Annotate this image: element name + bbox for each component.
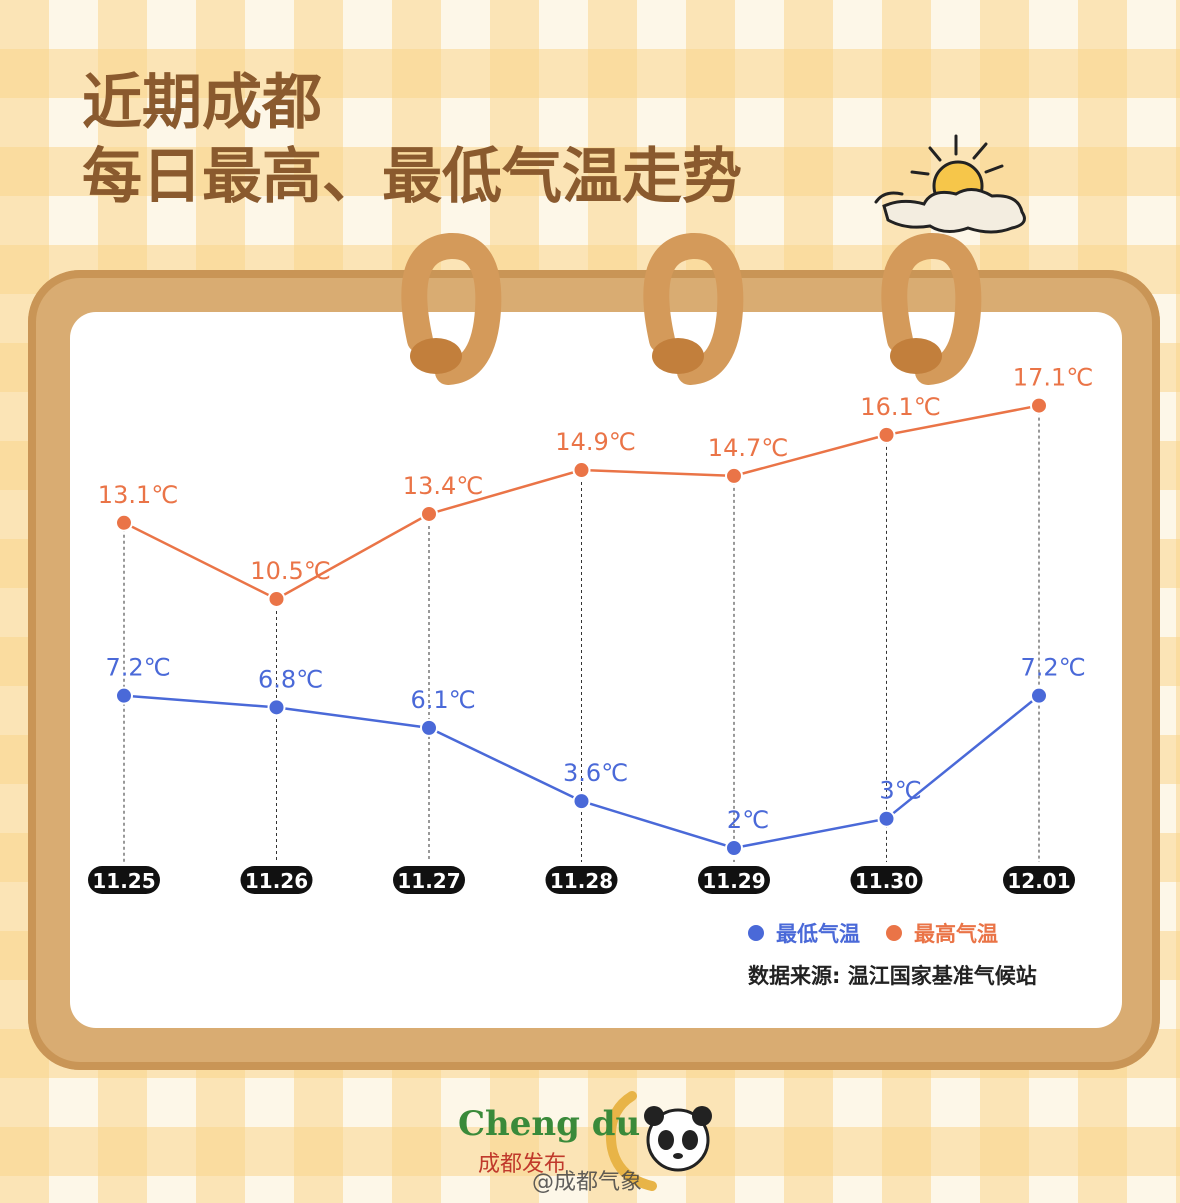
data-point-high <box>267 589 286 608</box>
data-point-low <box>420 718 438 737</box>
page-title: 近期成都 每日最高、最低气温走势 <box>82 66 742 214</box>
sun-cloud-icon <box>874 134 1026 234</box>
data-label-low: 7.2℃ <box>1020 654 1085 682</box>
data-point-low <box>115 686 133 705</box>
x-tick-label: 11.26 <box>245 869 308 893</box>
data-label-low: 7.2℃ <box>105 654 170 682</box>
legend-dot-high <box>886 925 902 941</box>
logo-text: Cheng du <box>458 1104 641 1144</box>
data-label-high: 14.7℃ <box>708 434 788 462</box>
title-line-2: 每日最高、最低气温走势 <box>82 142 742 212</box>
data-point-low <box>725 839 743 857</box>
data-point-low <box>877 809 896 828</box>
legend-item-low: 最低气温 <box>748 918 860 948</box>
data-label-high: 16.1℃ <box>860 393 940 421</box>
data-source: 数据来源: 温江国家基准气候站 <box>748 964 1037 988</box>
data-label-low: 2℃ <box>727 806 769 834</box>
x-tick-label: 12.01 <box>1007 869 1070 893</box>
x-tick-label: 11.30 <box>855 869 918 893</box>
x-tick-label: 11.25 <box>92 869 155 893</box>
x-tick-label: 11.27 <box>397 869 460 893</box>
data-label-high: 10.5℃ <box>250 557 330 585</box>
data-point-high <box>572 461 591 480</box>
x-tick-label: 11.28 <box>550 869 613 893</box>
chart-paper <box>70 312 1122 1028</box>
category-pill <box>545 866 618 894</box>
category-pill <box>88 866 160 894</box>
x-tick-label: 11.29 <box>702 869 765 893</box>
data-label-high: 14.9℃ <box>555 428 635 456</box>
watermark: @成都气象 <box>532 1170 643 1195</box>
data-label-low: 3℃ <box>879 777 921 805</box>
category-pill <box>393 866 465 894</box>
data-label-low: 6.8℃ <box>258 665 323 693</box>
data-label-high: 17.1℃ <box>1013 364 1093 392</box>
data-label-high: 13.4℃ <box>403 472 483 500</box>
data-point-high <box>725 466 743 485</box>
data-point-high <box>1030 396 1048 415</box>
logo-subtitle: 成都发布 <box>478 1152 567 1177</box>
data-label-high: 13.1℃ <box>98 481 178 509</box>
data-point-low <box>267 698 286 717</box>
category-pill <box>850 866 923 894</box>
title-line-1: 近期成都 <box>82 68 322 138</box>
data-point-high <box>115 513 133 532</box>
panda-logo <box>606 1091 712 1191</box>
category-pill <box>698 866 770 894</box>
data-label-low: 6.1℃ <box>410 686 475 714</box>
legend-dot-low <box>748 925 764 941</box>
data-point-high <box>877 425 896 444</box>
legend-item-high: 最高气温 <box>886 918 998 948</box>
data-label-low: 3.6℃ <box>563 759 628 787</box>
data-point-high <box>420 504 438 523</box>
legend-label-high: 最高气温 <box>914 922 998 946</box>
data-point-low <box>572 792 591 811</box>
category-pill <box>1003 866 1075 894</box>
legend-label-low: 最低气温 <box>776 922 860 946</box>
data-point-low <box>1030 686 1048 705</box>
category-pill <box>240 866 313 894</box>
chart-legend: 最低气温 最高气温 <box>748 918 998 948</box>
